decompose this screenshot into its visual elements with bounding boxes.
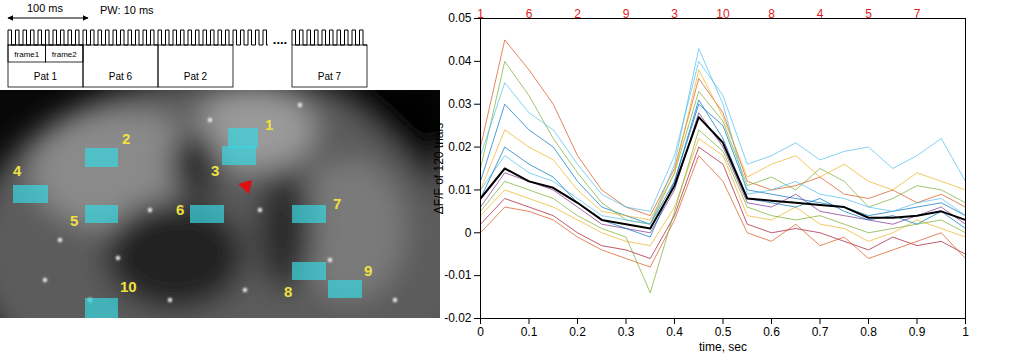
svg-text:Pat 7: Pat 7: [318, 71, 342, 82]
svg-text:6: 6: [526, 7, 533, 21]
svg-text:8: 8: [768, 7, 775, 21]
svg-text:2: 2: [574, 7, 581, 21]
svg-text:....: ....: [273, 32, 287, 47]
svg-text:0.05: 0.05: [448, 11, 472, 25]
svg-text:-0.02: -0.02: [444, 311, 472, 325]
svg-text:ΔF/F of 120 trials: ΔF/F of 120 trials: [432, 123, 446, 214]
svg-text:0.3: 0.3: [618, 325, 635, 339]
svg-text:1: 1: [265, 116, 273, 133]
svg-text:7: 7: [914, 7, 921, 21]
svg-text:0.03: 0.03: [448, 97, 472, 111]
svg-text:0.7: 0.7: [812, 325, 829, 339]
svg-text:8: 8: [284, 283, 292, 300]
svg-text:0.02: 0.02: [448, 140, 472, 154]
svg-text:3: 3: [671, 7, 678, 21]
svg-text:frame1: frame1: [14, 50, 39, 59]
svg-text:Pat 2: Pat 2: [184, 71, 208, 82]
svg-text:frame2: frame2: [52, 50, 77, 59]
svg-text:time, sec: time, sec: [699, 340, 747, 353]
svg-text:0.4: 0.4: [666, 325, 683, 339]
svg-text:10: 10: [716, 7, 730, 21]
svg-text:0.2: 0.2: [569, 325, 586, 339]
svg-text:Pat 1: Pat 1: [34, 71, 58, 82]
svg-text:-0.01: -0.01: [444, 268, 472, 282]
svg-text:PW: 10 ms: PW: 10 ms: [100, 4, 154, 16]
svg-text:7: 7: [333, 195, 341, 212]
svg-text:Pat 6: Pat 6: [109, 71, 133, 82]
svg-text:100 ms: 100 ms: [27, 2, 64, 14]
svg-text:2: 2: [122, 130, 130, 147]
svg-text:3: 3: [211, 162, 219, 179]
svg-text:4: 4: [817, 7, 824, 21]
svg-text:0.01: 0.01: [448, 183, 472, 197]
svg-text:0.8: 0.8: [860, 325, 877, 339]
svg-text:10: 10: [120, 278, 137, 295]
svg-text:9: 9: [364, 262, 372, 279]
svg-text:0: 0: [465, 226, 472, 240]
svg-text:1: 1: [962, 325, 969, 339]
svg-text:0.1: 0.1: [521, 325, 538, 339]
svg-text:0.5: 0.5: [715, 325, 732, 339]
svg-text:0.6: 0.6: [763, 325, 780, 339]
svg-text:0.04: 0.04: [448, 54, 472, 68]
svg-text:5: 5: [865, 7, 872, 21]
svg-text:0.9: 0.9: [909, 325, 926, 339]
svg-text:4: 4: [13, 162, 22, 179]
svg-text:0: 0: [477, 325, 484, 339]
svg-text:6: 6: [176, 201, 184, 218]
svg-text:1: 1: [477, 7, 484, 21]
svg-text:5: 5: [70, 212, 78, 229]
svg-text:9: 9: [623, 7, 630, 21]
